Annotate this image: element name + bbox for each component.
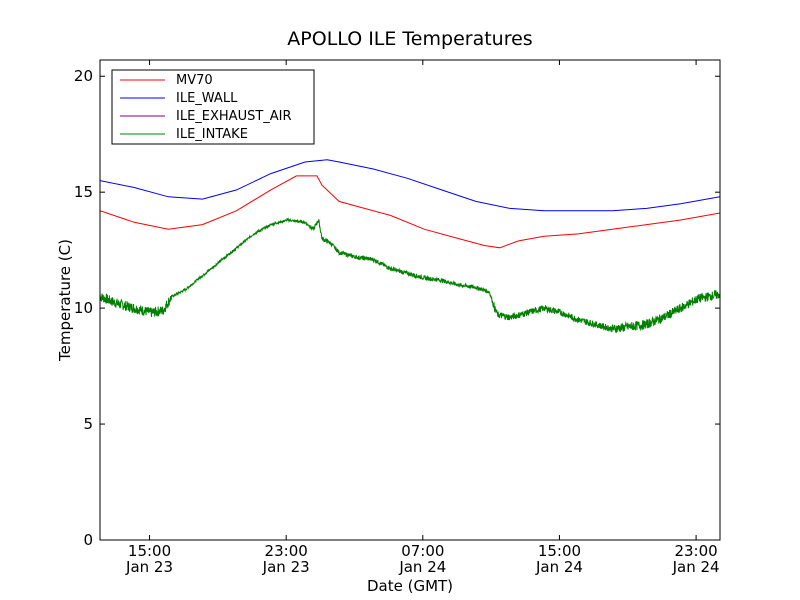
y-tick-label: 5 <box>83 415 93 433</box>
y-tick-label: 15 <box>74 183 93 201</box>
y-tick-label: 0 <box>83 531 93 549</box>
legend: MV70 ILE_WALL ILE_EXHAUST_AIR ILE_INTAKE <box>111 69 315 145</box>
x-tick-label-time: 23:00 <box>674 542 717 560</box>
axes-frame <box>99 59 721 541</box>
x-tick-label-time: 15:00 <box>128 542 171 560</box>
series-line-ile-intake <box>100 217 720 334</box>
plot-area <box>100 159 720 334</box>
x-tick-label-date: Jan 24 <box>672 558 720 576</box>
x-tick-label-date: Jan 24 <box>535 558 583 576</box>
series-line-ile-wall <box>100 159 720 212</box>
legend-label: ILE_WALL <box>176 91 238 106</box>
x-axis-label: Date (GMT) <box>367 577 453 595</box>
y-tick-label: 10 <box>74 299 93 317</box>
legend-label: ILE_EXHAUST_AIR <box>176 109 292 124</box>
x-tick-label-time: 07:00 <box>401 542 444 560</box>
legend-label: MV70 <box>176 73 213 88</box>
x-tick-label-time: 15:00 <box>538 542 581 560</box>
series-line-mv70 <box>100 175 720 249</box>
chart-title: APOLLO ILE Temperatures <box>287 28 532 50</box>
legend-box <box>111 69 315 145</box>
y-axis-label: Temperature (C) <box>56 239 74 362</box>
x-tick-label-date: Jan 24 <box>398 558 446 576</box>
x-tick-label-date: Jan 23 <box>125 558 173 576</box>
y-tick-label: 20 <box>74 67 93 85</box>
x-tick-label-time: 23:00 <box>265 542 308 560</box>
legend-label: ILE_INTAKE <box>176 127 248 142</box>
x-tick-label-date: Jan 23 <box>262 558 310 576</box>
